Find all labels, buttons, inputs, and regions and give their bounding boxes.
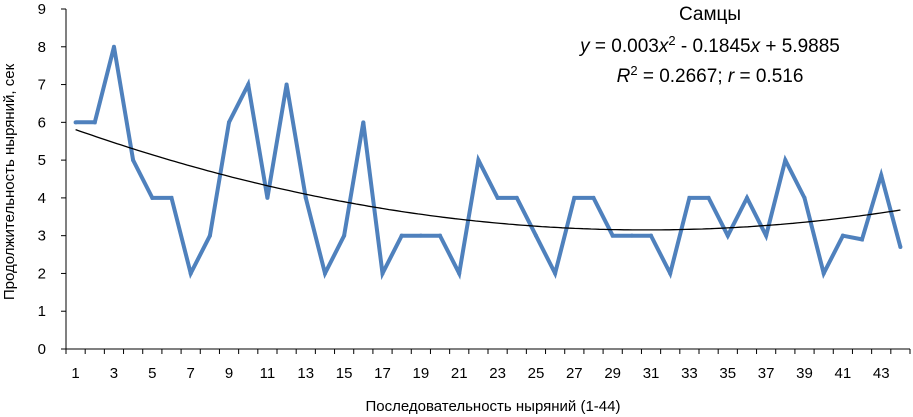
data-point [111,44,116,49]
x-tick-label: 27 [566,365,583,382]
y-tick-label: 0 [38,341,46,358]
stats-superscript: 2 [630,63,637,78]
data-point [802,195,807,200]
x-axis-ticks: 1 3 5 7 9 11 13 15 17 19 21 23 25 27 29 31 33 35 37 39 41 43 [65,349,911,382]
data-point [361,120,366,125]
x-tick-label: 1 [71,365,79,382]
y-tick-label: 8 [38,39,46,56]
data-point [284,82,289,87]
data-point [533,233,538,238]
data-point [207,233,212,238]
data-point [227,120,232,125]
data-point [553,271,558,276]
data-point [668,271,673,276]
data-point [783,158,788,163]
x-tick-label: 19 [413,365,430,382]
y-axis-ticks: 0 1 2 3 4 5 6 7 8 9 [38,1,66,358]
x-tick-label: 33 [681,365,698,382]
x-tick-label: 9 [225,365,233,382]
y-tick-label: 5 [38,152,46,169]
data-point [380,271,385,276]
stats-r-var: R [617,66,631,87]
x-tick-label: 11 [260,365,276,382]
data-point [764,233,769,238]
data-point [131,158,136,163]
stats-part-2: = 0.516 [734,66,803,87]
x-tick-label: 23 [489,365,506,382]
data-point [303,195,308,200]
eq-x-var-2: x [750,36,762,57]
data-point [629,233,634,238]
data-point [821,271,826,276]
data-point [476,158,481,163]
y-tick-label: 6 [38,114,46,131]
y-tick-label: 3 [38,228,46,245]
data-point [610,233,615,238]
data-point [879,173,884,178]
x-tick-label: 41 [835,365,852,382]
data-point [457,271,462,276]
data-point [725,233,730,238]
eq-part-3: + 5.9885 [760,36,840,57]
data-point [649,233,654,238]
eq-x-var-1: x [658,36,670,57]
data-point [687,195,692,200]
data-point [840,233,845,238]
trendline [75,128,901,231]
x-tick-label: 39 [796,365,813,382]
data-point [150,195,155,200]
x-tick-label: 3 [110,365,118,382]
x-tick-label: 43 [873,365,890,382]
data-point [706,195,711,200]
x-tick-label: 21 [451,365,468,382]
trend-equation: y = 0.003x2 - 0.1845x + 5.9885 [578,33,840,57]
data-point [265,195,270,200]
y-axis-title: Продолжительность ныряний, сек [1,63,18,300]
x-tick-label: 29 [604,365,621,382]
x-tick-label: 5 [148,365,156,382]
stats-part-1: = 0.2667; [638,66,728,87]
data-point [572,195,577,200]
trend-stats: R2 = 0.2667; r = 0.516 [617,63,804,87]
data-point [169,195,174,200]
x-tick-label: 13 [297,365,314,382]
y-tick-label: 4 [38,190,46,207]
data-points [73,44,903,276]
data-point [92,120,97,125]
data-point [514,195,519,200]
data-point [898,245,903,249]
data-point [438,233,443,238]
series-line [75,46,903,281]
eq-part-2: - 0.1845 [676,36,751,57]
data-point [495,195,500,200]
data-point [399,233,404,238]
y-tick-label: 9 [38,1,46,18]
data-point [188,271,193,276]
y-tick-label: 2 [38,265,46,282]
eq-y-var: y [578,36,591,57]
x-tick-label: 15 [336,365,353,382]
x-tick-label: 7 [187,365,195,382]
data-point [73,120,78,125]
data-point [418,233,423,238]
data-point [322,271,327,276]
eq-superscript: 2 [668,33,675,48]
data-point [342,233,347,238]
y-tick-label: 1 [38,303,46,320]
x-tick-label: 31 [643,365,660,382]
data-point [860,237,865,242]
eq-part-1: = 0.003 [590,36,659,57]
data-point [591,195,596,200]
y-tick-label: 7 [38,77,46,94]
x-tick-label: 25 [528,365,545,382]
data-point [744,195,749,200]
stats-r-corr: r [728,66,735,87]
x-tick-label: 17 [374,365,391,382]
x-tick-label: 37 [758,365,775,382]
x-axis-title: Последовательность ныряний (1-44) [366,398,621,415]
data-point [246,82,251,87]
x-tick-label: 35 [719,365,736,382]
annotation-title: Самцы [679,4,741,25]
